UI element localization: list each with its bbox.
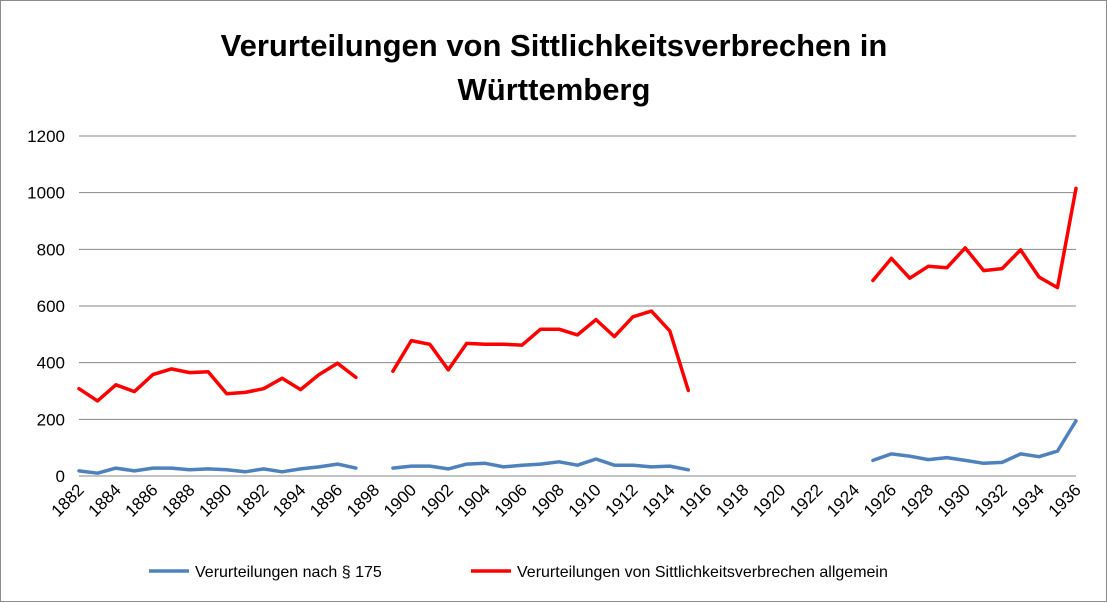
x-tick-label: 1920 (749, 480, 789, 520)
y-tick-label: 800 (37, 240, 65, 259)
x-tick-label: 1934 (1008, 480, 1048, 520)
x-axis-tick-labels: 1882188418861888189018921894189618981900… (48, 480, 1085, 520)
x-tick-label: 1916 (675, 480, 715, 520)
y-axis-tick-labels: 0 200 400 600 800 1000 1200 (27, 127, 65, 486)
x-tick-label: 1912 (602, 480, 642, 520)
legend: Verurteilungen nach § 175 Verurteilungen… (149, 564, 888, 581)
x-tick-label: 1898 (343, 480, 383, 520)
y-tick-label: 600 (37, 297, 65, 316)
x-tick-label: 1882 (48, 480, 88, 520)
x-tick-label: 1930 (934, 480, 974, 520)
x-tick-label: 1888 (158, 480, 198, 520)
series-line-1 (77, 419, 1078, 475)
x-tick-label: 1922 (786, 480, 826, 520)
x-tick-label: 1904 (454, 480, 494, 520)
x-tick-label: 1906 (491, 480, 531, 520)
x-tick-label: 1892 (232, 480, 272, 520)
gridlines (79, 135, 1076, 477)
x-tick-label: 1926 (860, 480, 900, 520)
chart-title-line-2: Württemberg (458, 72, 651, 107)
y-tick-label: 1200 (27, 127, 65, 146)
x-tick-label: 1928 (897, 480, 937, 520)
legend-label-series-2: Verurteilungen von Sittlichkeitsverbrech… (517, 564, 888, 581)
series-line-2 (77, 186, 1078, 403)
x-tick-label: 1902 (417, 480, 457, 520)
x-tick-label: 1914 (638, 480, 678, 520)
x-tick-label: 1896 (306, 480, 346, 520)
y-tick-label: 400 (37, 354, 65, 373)
x-tick-label: 1886 (121, 480, 161, 520)
y-tick-label: 200 (37, 410, 65, 429)
x-tick-label: 1900 (380, 480, 420, 520)
y-tick-label: 1000 (27, 184, 65, 203)
x-tick-label: 1924 (823, 480, 863, 520)
x-tick-label: 1884 (85, 480, 125, 520)
x-tick-label: 1908 (528, 480, 568, 520)
x-tick-label: 1890 (195, 480, 235, 520)
legend-label-series-1: Verurteilungen nach § 175 (195, 564, 382, 581)
series-lines (77, 186, 1078, 475)
x-tick-label: 1910 (565, 480, 605, 520)
x-tick-label: 1918 (712, 480, 752, 520)
x-tick-label: 1932 (971, 480, 1011, 520)
x-tick-label: 1894 (269, 480, 309, 520)
chart-title-line-1: Verurteilungen von Sittlichkeitsverbrech… (221, 28, 888, 63)
y-tick-label: 0 (56, 467, 65, 486)
x-tick-label: 1936 (1045, 480, 1085, 520)
